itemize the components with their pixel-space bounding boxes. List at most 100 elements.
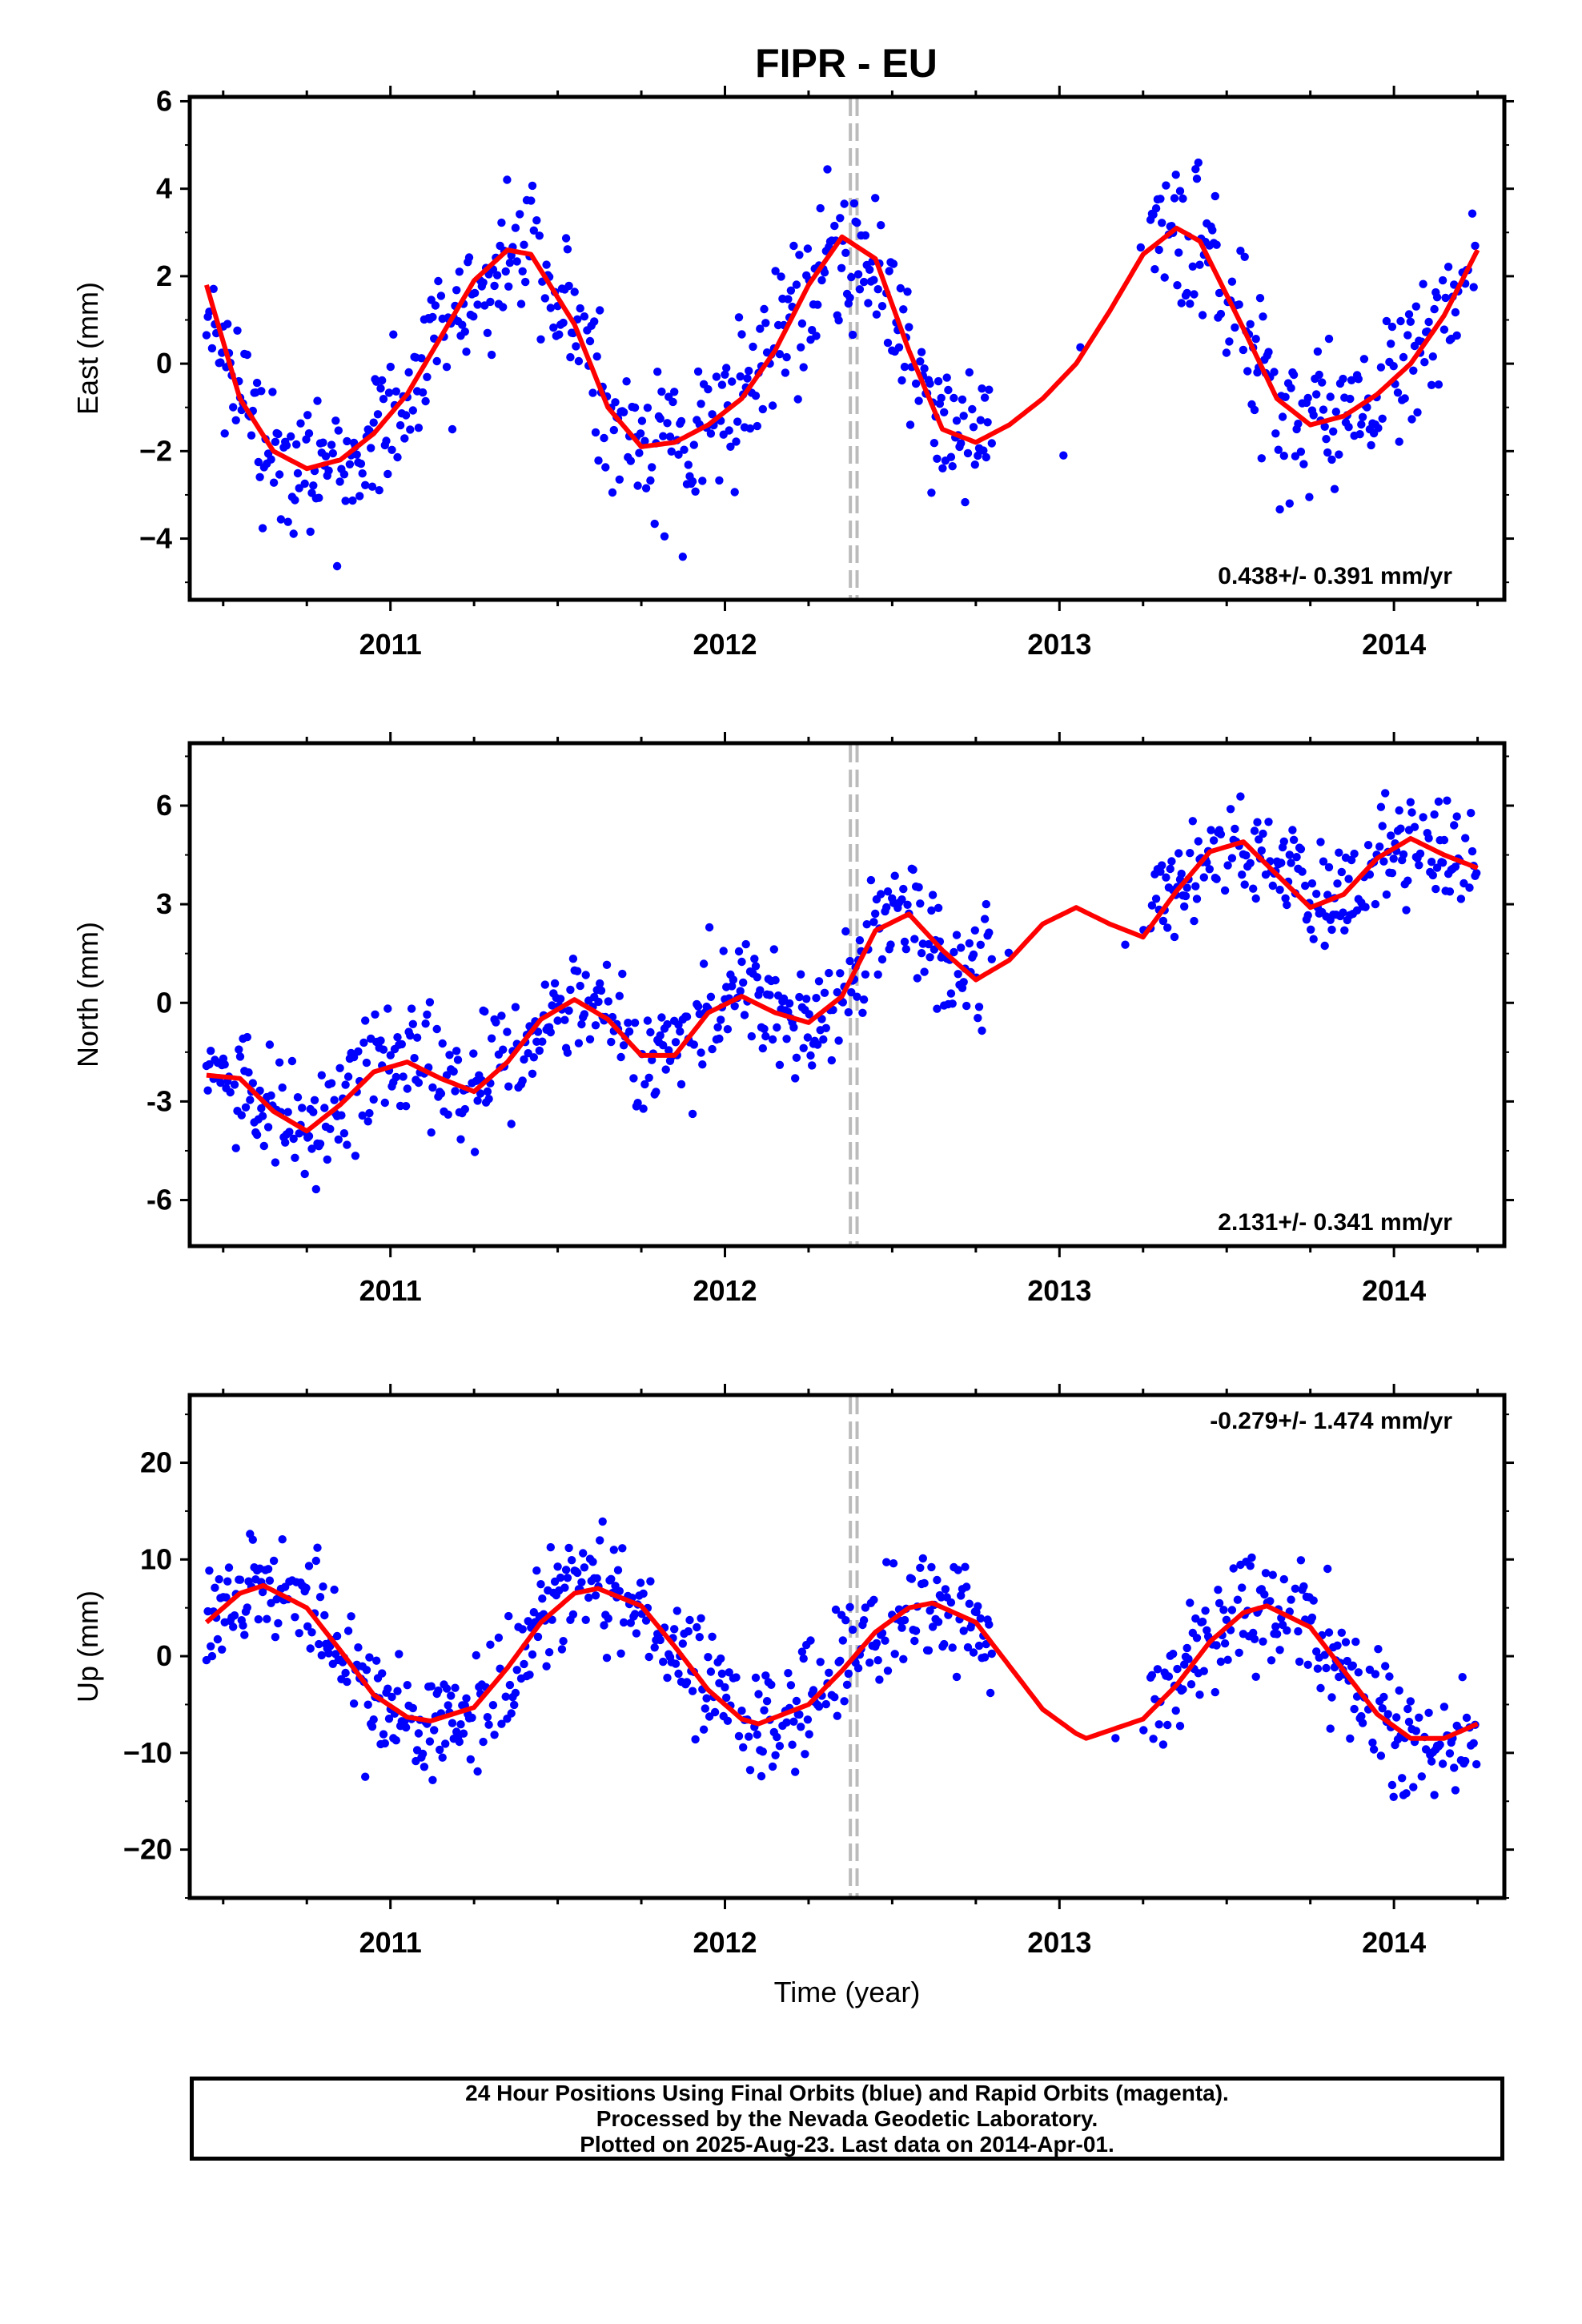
data-point <box>1419 279 1427 288</box>
data-point <box>268 388 277 396</box>
data-point <box>257 387 266 396</box>
data-point <box>1219 1606 1228 1614</box>
data-point <box>1327 925 1336 935</box>
data-point <box>1291 452 1300 460</box>
data-point <box>1316 838 1325 846</box>
data-point <box>657 387 666 396</box>
data-point <box>1227 277 1237 286</box>
data-point <box>656 1635 665 1645</box>
data-point <box>560 1015 569 1024</box>
data-point <box>556 995 565 1003</box>
data-point <box>648 1055 656 1064</box>
data-point <box>1158 1740 1168 1749</box>
data-point <box>881 1636 889 1645</box>
data-point <box>376 1036 385 1045</box>
data-point <box>861 1603 870 1612</box>
data-point <box>723 1025 733 1034</box>
data-point <box>561 234 571 243</box>
data-point <box>795 251 804 259</box>
data-point <box>576 304 584 313</box>
y-axis-label: Up (mm) <box>71 1590 104 1703</box>
data-point <box>1171 1706 1180 1715</box>
data-point <box>432 356 441 366</box>
data-point <box>428 1083 437 1092</box>
data-point <box>751 1673 761 1683</box>
data-point <box>1216 309 1226 319</box>
data-point <box>1443 263 1453 271</box>
data-point <box>1177 299 1186 308</box>
data-point <box>799 363 808 372</box>
data-point <box>659 432 668 440</box>
data-point <box>882 903 891 912</box>
data-point <box>406 1031 415 1040</box>
data-point <box>1329 427 1338 436</box>
data-point <box>1190 916 1199 926</box>
data-point <box>1316 1683 1325 1693</box>
data-point <box>1307 925 1315 935</box>
data-point <box>568 1610 578 1619</box>
data-point <box>553 1562 562 1571</box>
data-point <box>689 440 698 449</box>
data-point <box>479 1737 488 1747</box>
data-point <box>842 1680 852 1689</box>
data-point <box>948 1643 957 1652</box>
data-point <box>1307 1613 1317 1622</box>
data-point <box>969 423 978 432</box>
data-point <box>205 1059 214 1069</box>
data-point <box>438 1039 447 1048</box>
data-point <box>271 437 280 446</box>
data-point <box>246 1096 255 1104</box>
data-point <box>924 1646 934 1655</box>
data-point <box>848 1625 857 1634</box>
data-point <box>792 1696 801 1706</box>
data-point <box>487 1034 496 1043</box>
data-point <box>518 267 527 275</box>
data-point <box>886 940 895 949</box>
data-point <box>732 1673 741 1682</box>
data-point <box>816 203 825 213</box>
data-point <box>1385 1672 1394 1681</box>
data-point <box>462 1694 471 1703</box>
data-point <box>393 1033 402 1042</box>
data-point <box>644 1073 653 1083</box>
data-point <box>1240 252 1249 261</box>
data-point <box>293 468 303 478</box>
data-point <box>1392 1713 1401 1722</box>
data-point <box>303 411 312 420</box>
data-point <box>1333 879 1342 888</box>
data-point <box>1417 1772 1427 1781</box>
data-point <box>877 302 887 311</box>
data-point <box>332 1631 342 1641</box>
data-point <box>671 1038 681 1047</box>
data-point <box>1226 805 1235 814</box>
x-tick-label: 2013 <box>1027 1926 1091 1959</box>
data-point <box>296 419 305 428</box>
data-point <box>1445 887 1455 896</box>
data-point <box>795 1710 804 1719</box>
data-point <box>725 1668 733 1677</box>
data-point <box>490 1731 499 1739</box>
data-point <box>1451 1786 1460 1795</box>
data-point <box>732 437 741 446</box>
data-point <box>484 1095 493 1104</box>
data-point <box>401 1102 411 1111</box>
data-point <box>213 1634 223 1644</box>
data-point <box>684 1626 693 1636</box>
data-point <box>1178 1685 1187 1694</box>
data-point <box>548 1001 556 1010</box>
data-point <box>809 1686 818 1695</box>
data-point <box>564 281 573 291</box>
data-point <box>536 335 545 344</box>
data-point <box>1318 378 1327 387</box>
data-point <box>1292 853 1301 862</box>
data-point <box>836 1656 845 1665</box>
data-point <box>1403 1704 1412 1714</box>
data-point <box>1452 331 1461 340</box>
data-point <box>674 450 683 459</box>
data-point <box>1004 948 1014 958</box>
data-point <box>577 1578 586 1587</box>
data-point <box>1324 1628 1334 1637</box>
data-point <box>1173 1664 1182 1674</box>
x-tick-label: 2013 <box>1027 1274 1091 1307</box>
data-point <box>239 1621 247 1630</box>
